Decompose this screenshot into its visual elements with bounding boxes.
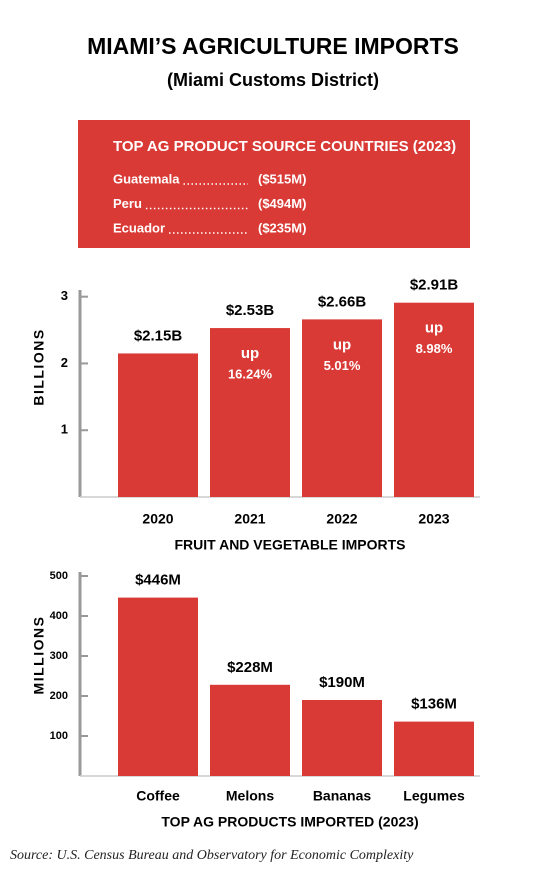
bar (394, 721, 474, 776)
x-axis-label: TOP AG PRODUCTS IMPORTED (2023) (161, 814, 418, 830)
x-tick-label: Bananas (313, 788, 372, 804)
x-tick-label: 2022 (326, 511, 357, 527)
x-tick-label: 2023 (418, 511, 449, 527)
bar (302, 700, 382, 776)
country-name: Ecuador (113, 220, 165, 235)
subtitle: (Miami Customs District) (167, 70, 379, 90)
x-tick-label: Legumes (403, 788, 465, 804)
country-name: Peru (113, 196, 142, 211)
y-tick-label: 2 (61, 355, 68, 370)
x-tick-label: Coffee (136, 788, 180, 804)
x-tick-label: 2021 (234, 511, 265, 527)
bar (210, 328, 290, 497)
y-tick-label: 500 (50, 570, 68, 582)
bar (118, 353, 198, 497)
y-tick-label: 200 (50, 690, 68, 702)
bar (210, 684, 290, 776)
bar (394, 302, 474, 497)
value-label: $228M (227, 659, 273, 676)
change-label: up (333, 336, 351, 353)
change-label: up (241, 345, 259, 362)
country-value: ($235M) (258, 220, 306, 235)
bar (118, 597, 198, 776)
x-tick-label: Melons (226, 788, 274, 804)
x-axis-label: FRUIT AND VEGETABLE IMPORTS (175, 537, 406, 553)
y-tick-label: 3 (61, 288, 68, 303)
country-value: ($494M) (258, 196, 306, 211)
value-label: $2.15B (134, 327, 183, 344)
x-tick-label: 2020 (142, 511, 173, 527)
country-name: Guatemala (113, 171, 180, 186)
change-label: 5.01% (324, 358, 361, 373)
change-label: 8.98% (416, 341, 453, 356)
y-tick-label: 300 (50, 650, 68, 662)
change-label: 16.24% (228, 366, 273, 381)
y-tick-label: 1 (61, 422, 68, 437)
source: Source: U.S. Census Bureau and Observato… (10, 848, 414, 863)
value-label: $136M (411, 696, 457, 713)
countries-box (78, 120, 470, 248)
value-label: $2.53B (226, 302, 275, 319)
y-tick-label: 100 (50, 730, 68, 742)
y-axis-label: MILLIONS (31, 616, 47, 695)
value-label: $2.91B (410, 277, 459, 294)
bar (302, 319, 382, 497)
value-label: $446M (135, 572, 181, 589)
y-tick-label: 400 (50, 610, 68, 622)
value-label: $2.66B (318, 293, 367, 310)
value-label: $190M (319, 674, 365, 691)
change-label: up (425, 320, 443, 337)
country-value: ($515M) (258, 171, 306, 186)
countries-title: TOP AG PRODUCT SOURCE COUNTRIES (2023) (113, 138, 456, 155)
title: MIAMI’S AGRICULTURE IMPORTS (87, 33, 459, 59)
y-axis-label: BILLIONS (31, 328, 47, 405)
